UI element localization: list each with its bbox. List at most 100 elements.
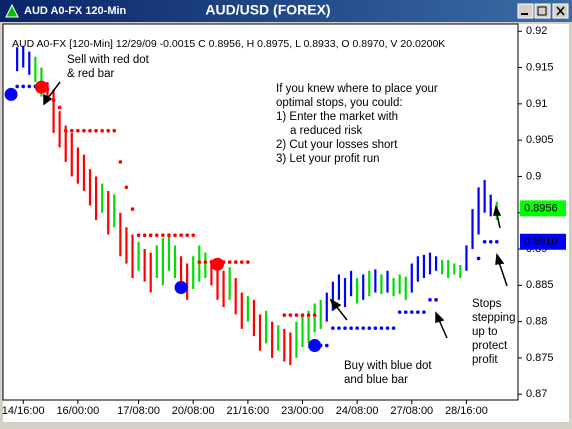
- stop-dot: [409, 310, 414, 314]
- stop-dot: [15, 84, 19, 89]
- x-tick-label: 28/16:00: [445, 405, 488, 417]
- app-icon: [5, 3, 19, 18]
- y-tick-label: 0.9: [526, 170, 541, 182]
- signal-dot: [174, 280, 188, 294]
- stop-dot: [161, 233, 165, 238]
- y-tick-label: 0.905: [526, 134, 554, 146]
- stop-dot: [239, 260, 244, 264]
- annotation: a reduced risk: [290, 125, 362, 137]
- window-buttons: [517, 3, 569, 19]
- stop-dot: [179, 233, 183, 238]
- title-bar: [0, 0, 572, 22]
- stop-dot: [197, 260, 202, 264]
- stop-dot: [51, 98, 56, 103]
- stop-dot: [227, 260, 232, 264]
- window-title: AUD A0-FX 120-Min: [24, 5, 127, 17]
- stop-dot: [343, 326, 347, 330]
- stop-dot: [94, 128, 98, 133]
- signal-dot: [34, 80, 48, 94]
- annotation: stepping: [472, 312, 515, 324]
- annotation: 3) Let your profit run: [276, 153, 380, 165]
- stop-dot: [142, 233, 147, 238]
- stop-dot: [331, 326, 335, 330]
- annotation: and blue bar: [344, 374, 408, 386]
- stop-dot: [27, 84, 32, 89]
- signal-dot: [308, 339, 322, 353]
- stop-dot: [112, 128, 117, 133]
- annotation: profit: [472, 354, 498, 366]
- last-price-box: [520, 200, 566, 217]
- stop-dot: [57, 105, 62, 110]
- stop-dot: [130, 207, 135, 211]
- stop-dot: [148, 233, 153, 238]
- stop-dot: [428, 298, 432, 302]
- annotation: & red bar: [67, 68, 114, 80]
- signal-dot: [4, 87, 18, 101]
- stop-dot: [373, 326, 378, 330]
- annotation: 1) Enter the market with: [276, 111, 398, 123]
- stop-dot: [300, 313, 305, 317]
- stop-dot: [100, 128, 104, 133]
- chart-background: [3, 24, 569, 422]
- stop-dot: [494, 239, 499, 244]
- stop-dot: [154, 233, 159, 238]
- x-tick-label: 16/00:00: [56, 405, 99, 417]
- minimize-button[interactable]: [517, 3, 534, 19]
- plot-frame: [2, 23, 519, 401]
- stop-dot: [391, 326, 396, 330]
- stop-dot: [191, 233, 196, 238]
- x-tick-label: 21/16:00: [226, 405, 269, 417]
- stop-dot: [355, 326, 359, 330]
- stop-dot: [361, 326, 366, 330]
- stop-dot: [288, 313, 293, 317]
- annotation: Buy with blue dot: [344, 360, 432, 372]
- stop-dot: [88, 128, 92, 133]
- stop-dot: [185, 233, 189, 238]
- stop-dot: [422, 310, 426, 314]
- chart-title: AUD/USD (FOREX): [205, 2, 330, 18]
- x-tick-label: 27/08:00: [390, 405, 433, 417]
- stop-dot: [306, 313, 311, 317]
- stop-dot: [379, 326, 384, 330]
- stop-dot: [246, 260, 250, 264]
- x-tick-label: 24/08:00: [336, 405, 379, 417]
- stop-dot: [173, 233, 177, 238]
- stop-dot: [312, 313, 317, 317]
- header-info: AUD A0-FX [120-Min] 12/29/09 -0.0015 C 0…: [12, 38, 445, 50]
- stop-dot: [203, 260, 208, 264]
- stop-dot: [294, 313, 299, 317]
- stop-dot: [63, 128, 68, 133]
- stop-dot: [69, 128, 74, 133]
- stop-dot: [282, 313, 287, 317]
- annotation: 2) Cut your losses short: [276, 139, 398, 151]
- y-tick-label: 0.885: [526, 279, 554, 291]
- x-tick-label: 17/08:00: [117, 405, 160, 417]
- annotation: protect: [472, 340, 508, 352]
- annotation: If you knew where to place your: [276, 83, 438, 95]
- annotation: Stops: [472, 298, 502, 310]
- stop-dot: [167, 233, 171, 238]
- maximize-button[interactable]: [534, 3, 551, 19]
- y-tick-label: 0.87: [526, 388, 547, 400]
- y-tick-label: 0.88: [526, 316, 547, 328]
- y-tick-label: 0.92: [526, 25, 547, 37]
- x-tick-label: 20/08:00: [172, 405, 215, 417]
- stop-price-label: 0.8910: [524, 236, 558, 248]
- stop-dot: [324, 343, 329, 348]
- y-tick-label: 0.875: [526, 352, 554, 364]
- stop-dot: [21, 84, 26, 89]
- annotation: optimal stops, you could:: [276, 97, 403, 109]
- stop-dot: [385, 326, 390, 330]
- stop-dot: [434, 298, 438, 302]
- stop-price-box: [520, 233, 566, 250]
- stop-dot: [367, 326, 372, 330]
- stop-dot: [476, 256, 481, 261]
- y-tick-label: 0.91: [526, 98, 547, 110]
- stop-dot: [488, 239, 493, 244]
- last-price-label: 0.8956: [524, 202, 558, 214]
- stop-dot: [82, 128, 86, 133]
- stop-dot: [136, 233, 141, 238]
- stop-dot: [76, 128, 80, 133]
- stop-dot: [416, 310, 420, 314]
